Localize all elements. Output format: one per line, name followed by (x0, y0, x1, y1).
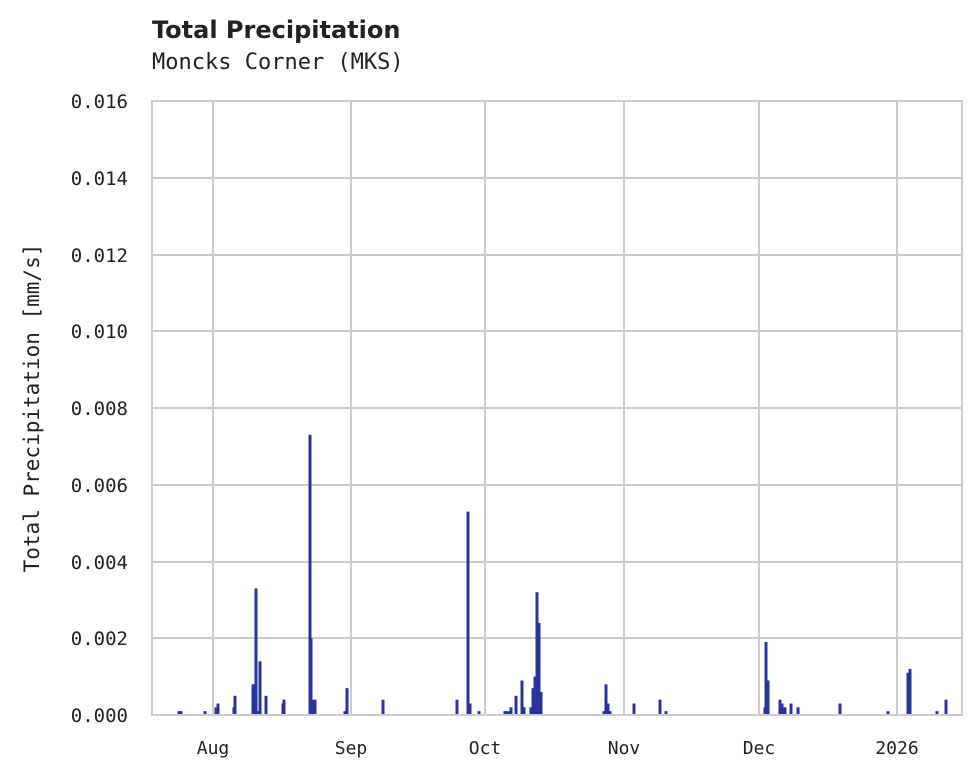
precipitation-bar (908, 668, 912, 715)
y-tick-label: 0.014 (71, 168, 128, 190)
x-tick-label: Dec (743, 738, 776, 759)
precipitation-bar (264, 695, 268, 715)
precipitation-bar (935, 711, 939, 715)
precipitation-bar (455, 699, 459, 715)
y-tick-label: 0.016 (71, 91, 128, 113)
precipitation-bar (343, 711, 347, 715)
precipitation-bar (311, 699, 315, 715)
precipitation-bar (608, 711, 612, 715)
precipitation-bar (529, 707, 533, 715)
precipitation-bar (838, 703, 842, 715)
precipitation-bar (796, 707, 800, 715)
precipitation-bar (214, 707, 218, 715)
x-tick-label: Oct (469, 738, 502, 759)
precipitation-bar (537, 622, 541, 715)
precipitation-bar (783, 707, 787, 715)
y-tick-label: 0.006 (71, 475, 128, 497)
chart-subtitle: Moncks Corner (MKS) (152, 50, 404, 75)
y-tick-label: 0.000 (71, 705, 128, 727)
x-tick-label: 2026 (875, 738, 918, 759)
y-axis-ticks: 0.016 0.014 0.012 0.010 0.008 0.006 0.004 0.002… (71, 91, 128, 727)
precipitation-bar (179, 711, 183, 715)
precipitation-bar (506, 711, 510, 715)
precipitation-bar (509, 707, 513, 715)
precipitation-bar (216, 703, 220, 715)
precipitation-bar (535, 592, 539, 715)
precipitation-bar (944, 699, 948, 715)
precipitation-bar (381, 699, 385, 715)
precipitation-bar (520, 680, 524, 715)
precipitation-bar (256, 711, 260, 715)
precipitation-bar (664, 711, 668, 715)
precipitation-bar (282, 699, 286, 715)
precipitation-bar (632, 703, 636, 715)
precipitation-bar (477, 711, 481, 715)
precipitation-bar (468, 703, 472, 715)
precipitation-bar (345, 688, 349, 715)
chart-title: Total Precipitation (152, 16, 401, 44)
precipitation-bar (466, 511, 470, 715)
precipitation-bar (602, 711, 606, 715)
y-tick-label: 0.012 (71, 245, 128, 267)
precipitation-bar (906, 672, 910, 715)
precipitation-bar (658, 699, 662, 715)
x-tick-label: Sep (335, 738, 368, 759)
precipitation-bar (531, 688, 535, 715)
y-tick-label: 0.004 (71, 552, 128, 574)
precipitation-bars (177, 434, 948, 715)
precipitation-bar (764, 642, 768, 715)
precipitation-bar (177, 711, 181, 715)
gridlines (152, 100, 962, 716)
precipitation-bar (309, 638, 313, 715)
precipitation-bar (604, 684, 608, 715)
precipitation-bar (203, 711, 207, 715)
precipitation-bar (780, 703, 784, 715)
precipitation-bar (539, 691, 543, 715)
x-axis-ticks: Aug Sep Oct Nov Dec 2026 (197, 738, 919, 759)
x-tick-label: Nov (608, 738, 641, 759)
precipitation-bar (789, 703, 793, 715)
precipitation-bar (886, 711, 890, 715)
precipitation-bar (533, 676, 537, 715)
precipitation-bar (252, 684, 256, 715)
y-tick-label: 0.010 (71, 321, 128, 343)
precipitation-bar (233, 695, 237, 715)
precipitation-bar (514, 695, 518, 715)
y-tick-label: 0.002 (71, 628, 128, 650)
precipitation-bar (766, 680, 770, 715)
precipitation-bar (254, 588, 258, 715)
precipitation-bar (606, 703, 610, 715)
precipitation-bar (258, 661, 262, 715)
y-tick-label: 0.008 (71, 398, 128, 420)
x-tick-label: Aug (197, 738, 230, 759)
precipitation-bar (503, 711, 507, 715)
precipitation-bar (778, 699, 782, 715)
precipitation-bar (308, 434, 312, 715)
plot-frame (151, 100, 963, 716)
precipitation-bar (313, 699, 317, 715)
precipitation-bar (522, 707, 526, 715)
